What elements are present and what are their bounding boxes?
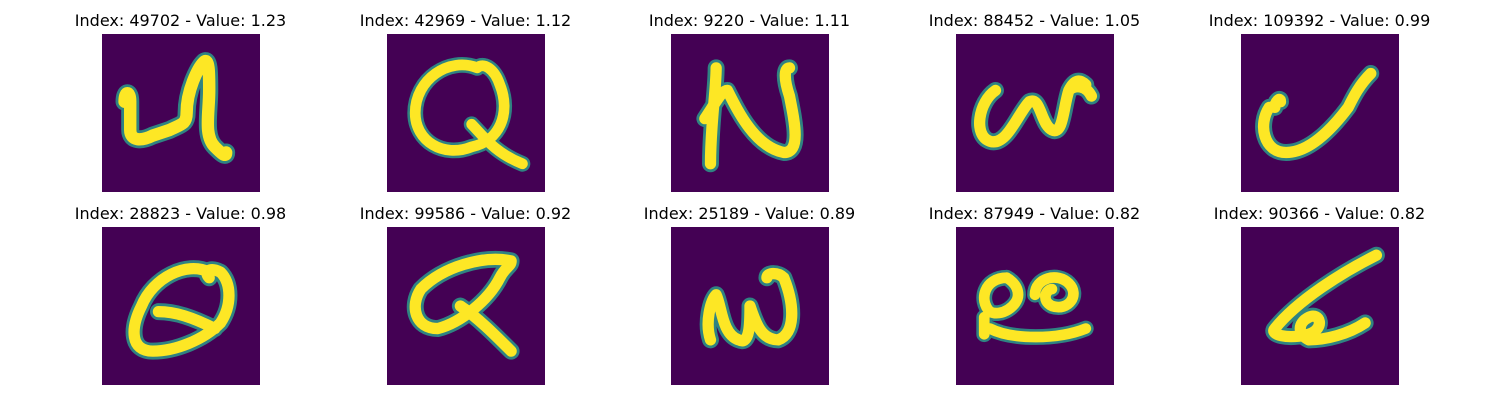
character-image (387, 227, 545, 385)
cell-title: Index: 49702 - Value: 1.23 (74, 11, 287, 30)
image-cell-10: Index: 90366 - Value: 0.82 (1177, 204, 1462, 394)
image-cell-2: Index: 42969 - Value: 1.12 (323, 11, 608, 201)
character-image (671, 34, 829, 192)
cell-title: Index: 88452 - Value: 1.05 (928, 11, 1141, 30)
image-cell-8: Index: 25189 - Value: 0.89 (607, 204, 892, 394)
character-image (387, 34, 545, 192)
cell-title: Index: 42969 - Value: 1.12 (359, 11, 572, 30)
cell-title: Index: 28823 - Value: 0.98 (74, 204, 287, 223)
cell-title: Index: 25189 - Value: 0.89 (643, 204, 856, 223)
image-cell-7: Index: 99586 - Value: 0.92 (323, 204, 608, 394)
image-cell-6: Index: 28823 - Value: 0.98 (38, 204, 323, 394)
character-image (102, 227, 260, 385)
image-cell-4: Index: 88452 - Value: 1.05 (892, 11, 1177, 201)
cell-title: Index: 87949 - Value: 0.82 (928, 204, 1141, 223)
character-image (671, 227, 829, 385)
image-cell-5: Index: 109392 - Value: 0.99 (1177, 11, 1462, 201)
image-cell-9: Index: 87949 - Value: 0.82 (892, 204, 1177, 394)
character-image (102, 34, 260, 192)
cell-title: Index: 109392 - Value: 0.99 (1208, 11, 1431, 30)
character-image (956, 227, 1114, 385)
cell-title: Index: 9220 - Value: 1.11 (648, 11, 851, 30)
cell-title: Index: 99586 - Value: 0.92 (359, 204, 572, 223)
character-image (1241, 227, 1399, 385)
image-cell-1: Index: 49702 - Value: 1.23 (38, 11, 323, 201)
cell-title: Index: 90366 - Value: 0.82 (1213, 204, 1426, 223)
image-cell-3: Index: 9220 - Value: 1.11 (607, 11, 892, 201)
character-image (956, 34, 1114, 192)
character-image (1241, 34, 1399, 192)
